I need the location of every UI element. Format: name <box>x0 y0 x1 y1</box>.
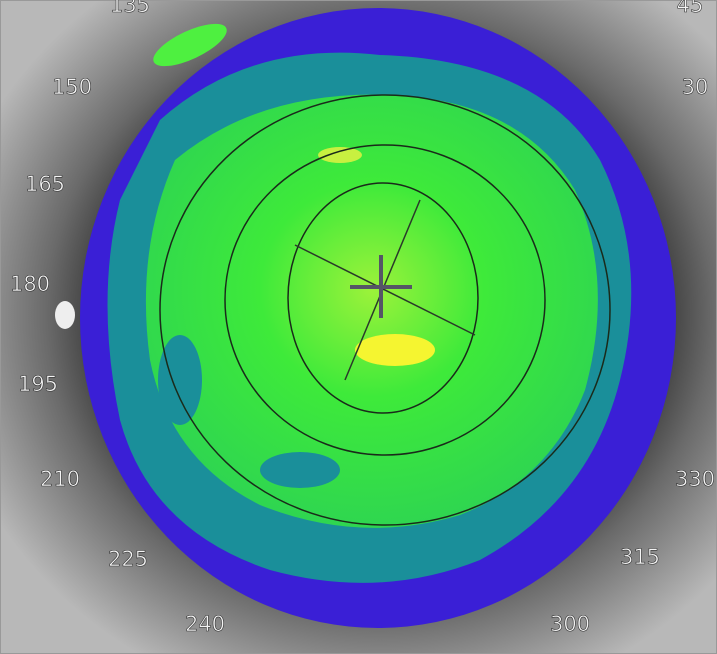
teal-patch <box>158 335 202 425</box>
yellow-patch <box>355 334 435 366</box>
axis-label: 240 <box>185 612 225 636</box>
axis-label: 180 <box>10 272 50 296</box>
axis-label: 195 <box>18 372 58 396</box>
axis-label: 210 <box>40 467 80 491</box>
axis-label: 300 <box>550 612 590 636</box>
teal-patch <box>260 452 340 488</box>
reflection <box>55 301 75 329</box>
yellow-patch <box>318 147 362 163</box>
axis-label: 315 <box>620 545 660 569</box>
topography-view: 135 45 150 165 180 195 210 225 240 30 33… <box>0 0 717 654</box>
axis-label: 150 <box>52 75 92 99</box>
axis-label: 45 <box>677 0 704 17</box>
axis-label: 30 <box>682 75 709 99</box>
axis-label: 165 <box>25 172 65 196</box>
axis-label: 135 <box>110 0 150 17</box>
axis-label: 225 <box>108 547 148 571</box>
green-zone <box>146 95 598 528</box>
axis-label: 330 <box>675 467 715 491</box>
